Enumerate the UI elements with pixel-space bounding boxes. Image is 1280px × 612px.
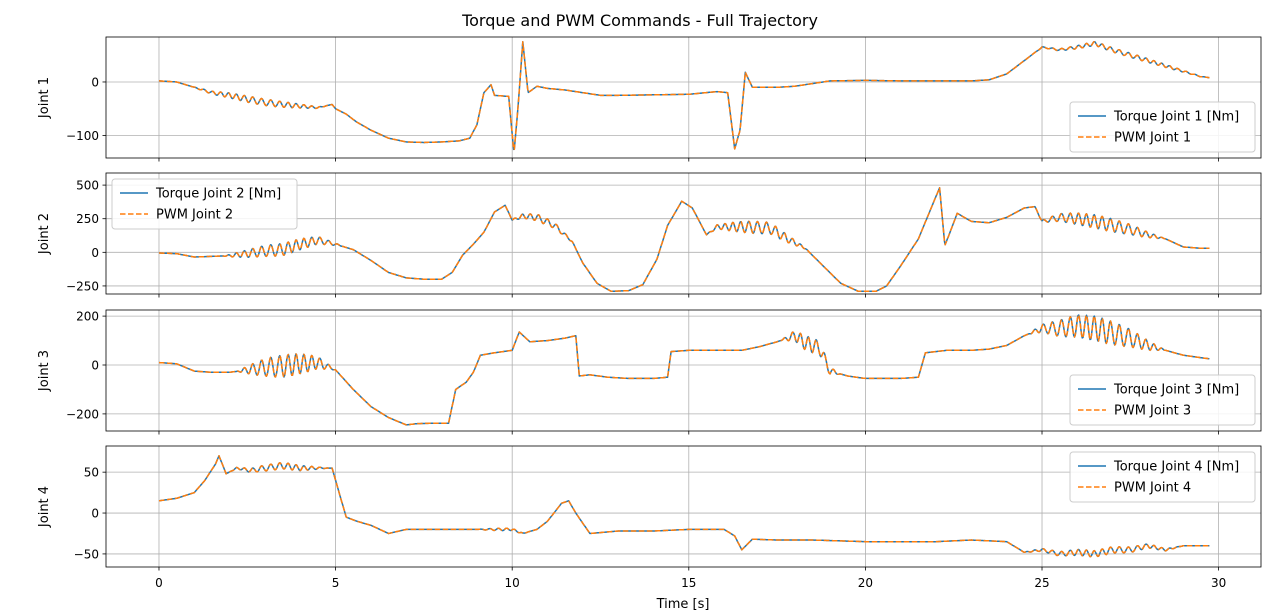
y-tick-label: 0 (91, 75, 99, 89)
series-lines (158, 314, 1210, 426)
x-tick-label: 10 (505, 576, 520, 590)
legend: Torque Joint 3 [Nm] PWM Joint 3 (1069, 374, 1256, 426)
legend-box (1069, 451, 1256, 503)
axes-frame (105, 309, 1262, 432)
x-tick-label: 15 (681, 576, 696, 590)
legend-entry: Torque Joint 1 [Nm] (1113, 110, 1239, 125)
axes-frame (105, 36, 1262, 159)
x-tick-label: 20 (858, 576, 873, 590)
series-torque-joint-4 (158, 455, 1210, 558)
series-lines (158, 187, 1210, 293)
axes-frame (105, 445, 1262, 568)
y-axis-label: Joint 1 (37, 77, 52, 119)
x-tick-label: 30 (1211, 576, 1226, 590)
y-tick-label: −250 (66, 279, 99, 293)
legend: Torque Joint 1 [Nm] PWM Joint 1 (1069, 101, 1256, 153)
legend-entry: PWM Joint 3 (1114, 404, 1191, 419)
y-tick-label: 250 (76, 212, 99, 226)
subplot-joint-3: 200 0 −200 Joint 3 Torque Joint 3 [Nm] PWM Jo… (37, 309, 1262, 435)
legend-entry: Torque Joint 3 [Nm] (1113, 383, 1239, 398)
axes-frame (105, 172, 1262, 295)
legend-box (1069, 374, 1256, 426)
y-tick-label: −50 (74, 547, 99, 561)
legend: Torque Joint 4 [Nm] PWM Joint 4 (1069, 451, 1256, 503)
legend-entry: PWM Joint 1 (1114, 131, 1191, 146)
legend-entry: PWM Joint 2 (156, 208, 233, 223)
series-torque-joint-1 (158, 40, 1210, 151)
y-tick-label: 50 (84, 466, 99, 480)
series-pwm-joint-3 (158, 314, 1210, 426)
subplot-joint-4: 50 0 −50 0 5 10 15 20 25 30 Joint 4 Torque Joint 4 … (37, 445, 1262, 590)
x-tick-label: 25 (1034, 576, 1049, 590)
legend-entry: Torque Joint 4 [Nm] (1113, 460, 1239, 475)
y-tick-label: 0 (91, 246, 99, 260)
series-torque-joint-3 (158, 314, 1210, 426)
y-tick-label: 0 (91, 359, 99, 373)
legend-box (1069, 101, 1256, 153)
legend-entry: PWM Joint 4 (1114, 481, 1191, 496)
subplot-joint-1: 0 −100 Joint 1 Torque Joint 1 [Nm] PWM Joint… (37, 36, 1262, 162)
series-lines (158, 40, 1210, 151)
y-axis-label: Joint 4 (37, 486, 52, 528)
y-tick-label: 0 (91, 507, 99, 521)
series-pwm-joint-2 (158, 187, 1210, 293)
y-axis-label: Joint 3 (37, 350, 52, 392)
y-tick-label: −100 (66, 129, 99, 143)
legend-box (111, 178, 298, 230)
y-tick-label: 500 (76, 179, 99, 193)
subplot-joint-2: 500 250 0 −250 Joint 2 Torque Joint 2 [Nm] PWM… (37, 172, 1262, 298)
series-lines (158, 455, 1210, 558)
legend-entry: Torque Joint 2 [Nm] (155, 187, 281, 202)
x-tick-label: 0 (155, 576, 163, 590)
y-tick-label: −200 (66, 407, 99, 421)
series-pwm-joint-4 (158, 455, 1210, 558)
series-pwm-joint-1 (158, 40, 1210, 151)
x-axis-label: Time [s] (656, 597, 710, 612)
figure-title: Torque and PWM Commands - Full Trajector… (461, 11, 818, 30)
legend: Torque Joint 2 [Nm] PWM Joint 2 (111, 178, 298, 230)
y-axis-label: Joint 2 (37, 213, 52, 255)
x-tick-label: 5 (332, 576, 340, 590)
y-tick-label: 200 (76, 310, 99, 324)
